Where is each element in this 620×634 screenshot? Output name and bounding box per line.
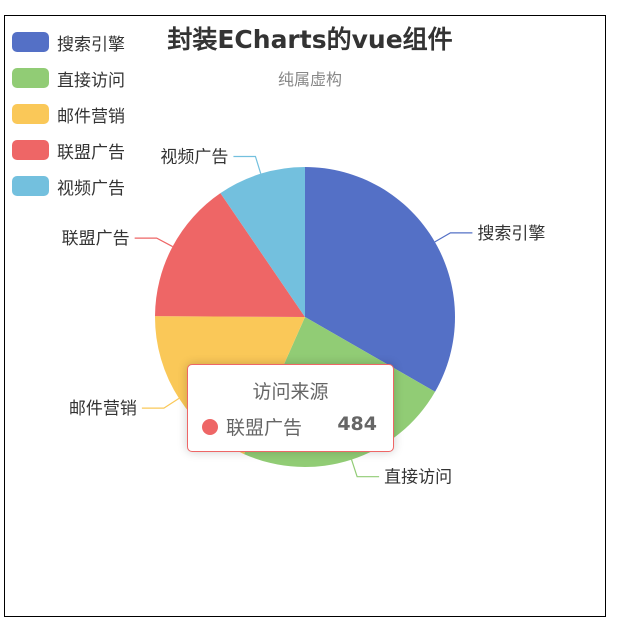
legend-swatch-affiliate-ads <box>12 140 49 160</box>
tooltip-title: 访问来源 <box>252 381 329 403</box>
legend-label: 邮件营销 <box>57 106 125 127</box>
leader-line-affiliate-ads <box>134 237 173 248</box>
leader-line-email-marketing <box>141 397 180 409</box>
leader-line-direct-access <box>350 459 380 478</box>
pie-label-video-ads: 视频广告 <box>160 147 228 167</box>
pie-slice-search-engine[interactable] <box>305 167 455 392</box>
legend-item-direct-access[interactable]: 直接访问 <box>12 60 125 96</box>
pie-slice-affiliate-ads[interactable] <box>155 193 305 317</box>
legend-item-video-ads[interactable]: 视频广告 <box>12 168 125 204</box>
pie-label-search-engine: 搜索引擎 <box>477 224 545 244</box>
leader-line-video-ads <box>233 155 262 174</box>
legend: 搜索引擎 直接访问 邮件营销 联盟广告 视频广告 <box>12 24 125 204</box>
legend-label: 搜索引擎 <box>57 34 125 55</box>
pie-label-email-marketing: 邮件营销 <box>69 399 137 419</box>
legend-label: 联盟广告 <box>57 142 125 163</box>
legend-swatch-email-marketing <box>12 104 49 124</box>
pie-slice-video-ads[interactable] <box>220 167 305 317</box>
chart-title: 封装ECharts的vue组件 <box>167 25 453 54</box>
legend-item-email-marketing[interactable]: 邮件营销 <box>12 96 125 132</box>
tooltip-value: 484 <box>337 413 377 435</box>
legend-item-search-engine[interactable]: 搜索引擎 <box>12 24 125 60</box>
pie-label-direct-access: 直接访问 <box>384 468 452 488</box>
tooltip: 访问来源 联盟广告 484 <box>187 364 394 452</box>
chart-subtitle: 纯属虚构 <box>277 70 342 89</box>
legend-item-affiliate-ads[interactable]: 联盟广告 <box>12 132 125 168</box>
legend-swatch-video-ads <box>12 176 49 196</box>
tooltip-series-name: 联盟广告 <box>226 417 303 439</box>
leader-line-search-engine <box>434 232 473 243</box>
chart-frame <box>4 15 606 617</box>
legend-swatch-search-engine <box>12 32 49 52</box>
legend-swatch-direct-access <box>12 68 49 88</box>
legend-label: 直接访问 <box>57 70 125 91</box>
pie-label-affiliate-ads: 联盟广告 <box>62 229 130 249</box>
tooltip-marker-dot <box>202 419 218 435</box>
legend-label: 视频广告 <box>57 178 125 199</box>
